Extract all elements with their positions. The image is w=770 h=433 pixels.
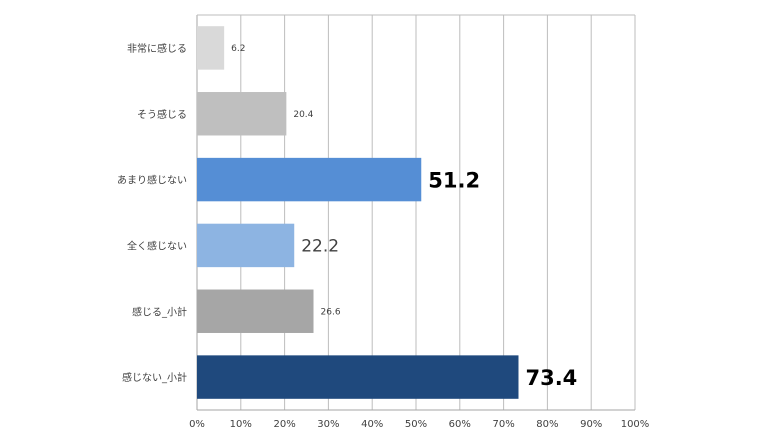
category-label: そう感じる — [137, 108, 187, 121]
x-tick-label: 80% — [536, 419, 558, 430]
data-label: 26.6 — [321, 307, 341, 317]
x-tick-label: 100% — [621, 419, 650, 430]
bar — [197, 92, 287, 136]
bar — [197, 157, 422, 202]
bars — [197, 26, 519, 399]
bar — [197, 223, 295, 268]
category-label: 非常に感じる — [127, 42, 187, 55]
x-tick-label: 30% — [317, 419, 339, 430]
x-tick-label: 20% — [273, 419, 295, 430]
labels: 0% 10% 20% 30% 40% 50% 60% 70% 80% 90% 100% 非常に感じる 6… — [117, 42, 649, 430]
data-label: 6.2 — [231, 44, 245, 54]
x-tick-label: 90% — [580, 419, 602, 430]
x-tick-label: 50% — [405, 419, 427, 430]
data-label: 73.4 — [525, 366, 577, 390]
category-label: 感じない_小計 — [122, 371, 187, 384]
data-label: 51.2 — [428, 169, 480, 193]
data-label: 20.4 — [293, 110, 313, 120]
category-label: あまり感じない — [117, 174, 187, 187]
x-tick-label: 0% — [189, 419, 205, 430]
x-tick-label: 40% — [361, 419, 383, 430]
bar — [197, 26, 225, 70]
data-label: 22.2 — [301, 236, 339, 256]
x-tick-label: 70% — [492, 419, 514, 430]
category-label: 感じる_小計 — [132, 305, 187, 318]
bar — [197, 355, 519, 399]
gridlines — [196, 14, 636, 411]
bar — [197, 289, 314, 333]
x-tick-label: 60% — [449, 419, 471, 430]
category-label: 全く感じない — [127, 239, 187, 252]
x-tick-label: 10% — [230, 419, 252, 430]
